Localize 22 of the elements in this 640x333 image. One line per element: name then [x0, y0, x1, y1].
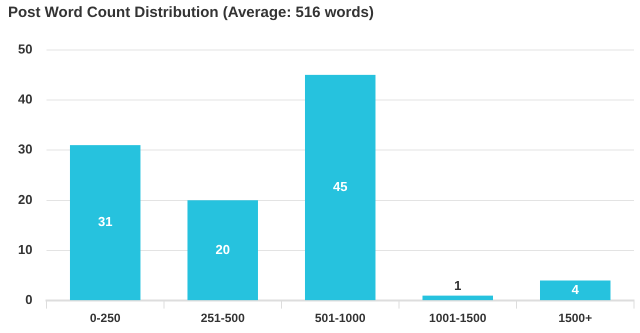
- x-tick-label: 251-500: [200, 311, 246, 326]
- y-tick-label: 0: [25, 292, 32, 308]
- x-tick-label: 0-250: [90, 311, 121, 326]
- y-tick-label: 10: [18, 242, 32, 258]
- y-tick-label: 50: [18, 41, 32, 56]
- data-label: 20: [215, 242, 230, 257]
- bar: [70, 145, 140, 300]
- data-label: 31: [98, 214, 112, 230]
- y-tick-label: 20: [18, 192, 32, 207]
- x-tick-label: 1500+: [558, 311, 592, 326]
- data-label: 4: [572, 282, 580, 297]
- bar: [187, 200, 258, 300]
- bar: [422, 296, 493, 300]
- x-tick-label: 1001-1500: [429, 311, 487, 326]
- data-label: 1: [454, 278, 462, 294]
- data-label: 45: [332, 179, 348, 194]
- chart-title: Post Word Count Distribution (Average: 516 words): [8, 4, 374, 21]
- x-tick-label: 501-1000: [314, 311, 366, 326]
- y-tick-label: 30: [18, 142, 32, 157]
- y-tick-label: 40: [18, 92, 32, 107]
- bar: [304, 74, 376, 300]
- bar: [540, 280, 610, 300]
